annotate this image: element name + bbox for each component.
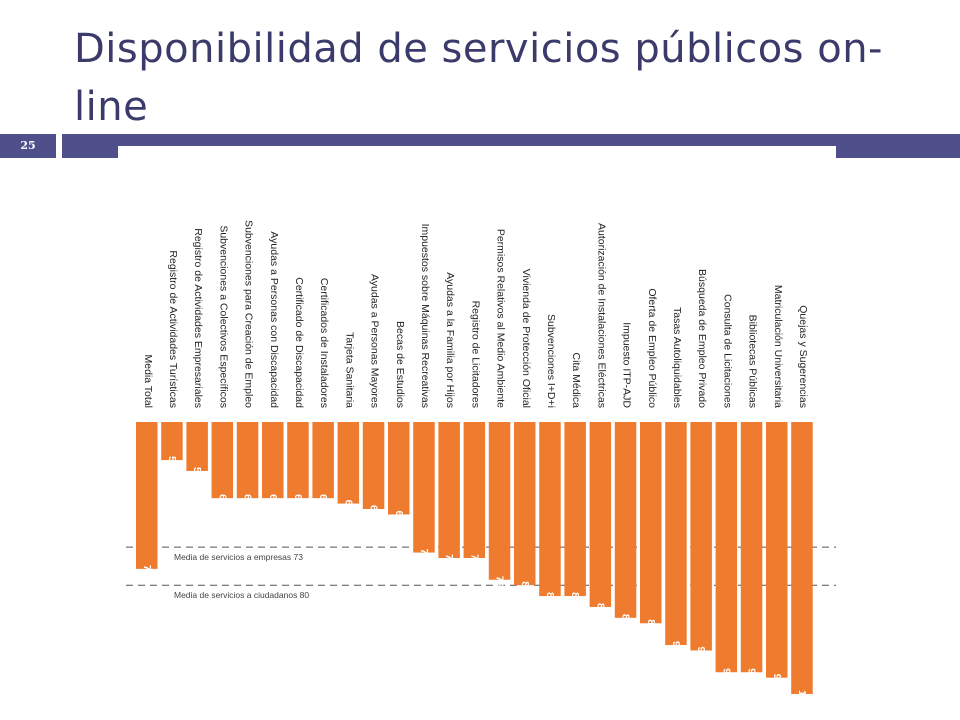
bar-value-label: 79 [494, 576, 506, 588]
bar-value-label: 64 [267, 494, 279, 506]
bar-value-label: 74 [418, 549, 430, 561]
bar-value-label: 75 [443, 554, 455, 566]
bar [791, 422, 813, 694]
bar [589, 422, 612, 607]
category-label: Impuesto ITP-AJD [621, 322, 633, 408]
category-label: Búsqueda de Empleo Privado [696, 269, 708, 408]
bar [766, 422, 788, 678]
category-label: Registro de Actividades Empresariales [192, 228, 204, 408]
bar [690, 422, 712, 651]
bar [463, 422, 486, 558]
bar [211, 422, 234, 499]
bar [186, 422, 208, 471]
bar-value-label: 84 [594, 603, 606, 615]
bar [539, 422, 561, 597]
bar-value-label: 96 [720, 668, 732, 680]
bar-value-label: 80 [519, 581, 531, 593]
bar [488, 422, 511, 580]
bar-value-label: 64 [216, 494, 228, 506]
category-label: Becas de Estudios [394, 321, 406, 408]
bar [564, 422, 586, 597]
bar-value-label: 64 [317, 494, 329, 506]
bar-value-label: 67 [393, 510, 405, 522]
bar [438, 422, 460, 558]
bar [640, 422, 662, 624]
bar [136, 422, 158, 569]
category-label: Consulta de Licitaciones [721, 294, 733, 408]
bar-value-label: 82 [569, 592, 581, 604]
category-label: Impuestos sobre Máquinas Recreativas [419, 224, 431, 408]
chart-area: Media de servicios a empresas 73 Media de… [118, 146, 836, 710]
category-label: Oferta de Empleo Público [646, 288, 658, 408]
category-label: Media Total [142, 354, 154, 408]
category-label: Subvenciones a Colectivos Específicos [217, 225, 229, 408]
bar [388, 422, 410, 515]
category-label: Vivienda de Protección Oficial [520, 269, 532, 408]
category-label: Ayudas a Personas Mayores [369, 274, 381, 408]
bar-value-label: 82 [544, 592, 556, 604]
category-label: Subvenciones para Creación de Empleo [243, 220, 255, 408]
bar [614, 422, 637, 618]
bar-value-label: 86 [620, 614, 632, 626]
bar [287, 422, 309, 499]
category-label: Certificados de Instaladores [318, 278, 330, 408]
category-label: Subvenciones I+D+i [545, 314, 557, 408]
bar-value-label: 75 [468, 554, 480, 566]
category-label: Ayudas a Personas con Discapacidad [268, 231, 280, 408]
category-label: Matriculación Universitaria [772, 285, 784, 408]
category-label: Cita Médica [570, 353, 582, 409]
bar [161, 422, 183, 461]
bar-value-label: 91 [670, 641, 682, 653]
reference-line-label: Media de servicios a ciudadanos 80 [174, 590, 309, 600]
bar-value-label: 66 [368, 505, 380, 517]
bar [262, 422, 284, 499]
bar [740, 422, 763, 673]
bar-value-label: 100 [796, 690, 808, 708]
category-label: Tasas Autoliquidables [671, 307, 683, 408]
bar [514, 422, 536, 586]
bar-value-label: 96 [746, 668, 758, 680]
bar-value-label: 77 [141, 565, 153, 577]
bar-value-label: 59 [191, 467, 203, 479]
bar [236, 422, 259, 499]
bar [413, 422, 435, 553]
category-label: Ayudas a la Familia por Hijos [444, 272, 456, 408]
bar-value-label: 57 [166, 456, 178, 468]
bar-value-label: 64 [292, 494, 304, 506]
bar [362, 422, 385, 510]
bar-value-label: 87 [645, 619, 657, 631]
category-label: Certificado de Discapacidad [293, 277, 305, 408]
bar-chart: Media de servicios a empresas 73 Media de… [126, 220, 836, 708]
bar-value-label: 97 [771, 674, 783, 686]
reference-line-label: Media de servicios a empresas 73 [174, 552, 303, 562]
category-label: Quejas y Sugerencias [797, 305, 809, 408]
category-label: Bibliotecas Públicas [747, 315, 759, 408]
category-label: Registro de Licitadores [469, 301, 481, 408]
category-label: Autorización de Instalaciones Eléctricas [595, 223, 607, 408]
bar-value-label: 92 [695, 646, 707, 658]
category-label: Permisos Relativos al Medio Ambiente [495, 229, 507, 408]
bar [337, 422, 360, 504]
slide-number: 25 [0, 134, 56, 158]
bar [665, 422, 687, 646]
category-label: Tarjeta Sanitaria [343, 332, 355, 408]
bar-value-label: 64 [242, 494, 254, 506]
bar-value-label: 65 [342, 500, 354, 512]
bar [312, 422, 334, 499]
bar [715, 422, 738, 673]
slide-title: Disponibilidad de servicios públicos on-… [74, 26, 883, 130]
category-label: Registro de Actividades Turísticas [167, 250, 179, 408]
